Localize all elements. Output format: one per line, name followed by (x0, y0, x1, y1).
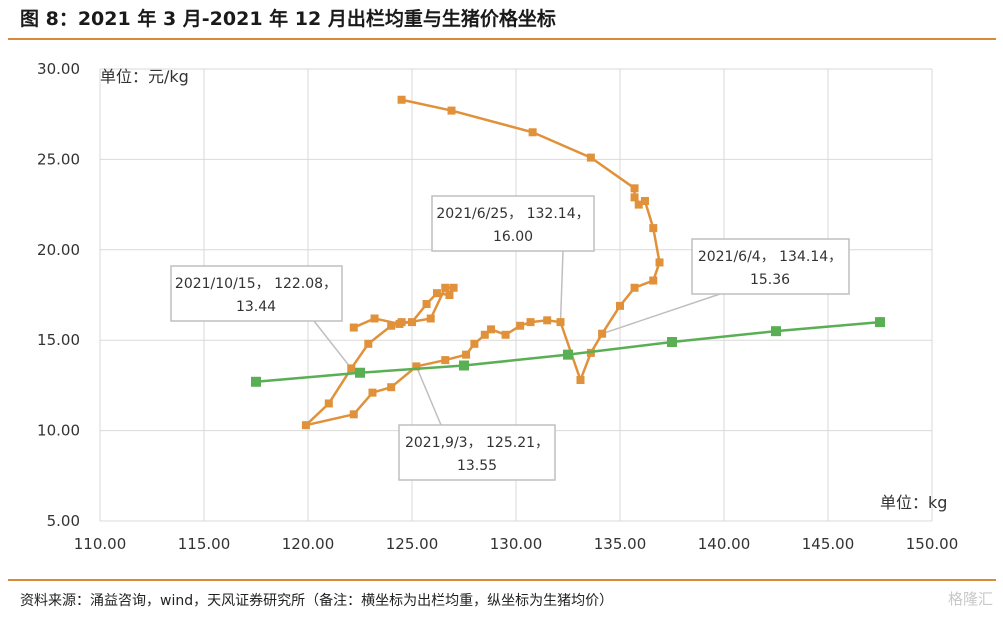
data-point (771, 326, 781, 337)
data-point (397, 95, 406, 104)
callout-box (431, 195, 595, 252)
y-tick-label: 20.00 (37, 241, 80, 259)
data-point (655, 258, 664, 267)
y-tick-label: 30.00 (37, 60, 80, 78)
series-line (304, 98, 661, 427)
data-point (355, 367, 365, 378)
source-note: 资料来源：涌益咨询，wind，天风证券研究所（备注：横坐标为出栏均重，纵坐标为生… (20, 593, 614, 609)
data-point (586, 153, 595, 162)
data-point (487, 325, 496, 334)
callout-boxes: 2021/6/25， 132.14， 16.00 2021/6/4， 134.14，… (170, 195, 850, 481)
data-point (387, 383, 396, 392)
data-point (667, 337, 677, 348)
data-point (395, 319, 404, 328)
y-tick-label: 5.00 (47, 512, 80, 530)
y-tick-label: 25.00 (37, 150, 80, 168)
data-point (459, 360, 469, 371)
callout-leader-line (559, 250, 564, 323)
x-tick-label: 125.00 (386, 535, 439, 553)
data-point (426, 314, 435, 323)
data-point (349, 410, 358, 419)
data-point (347, 364, 356, 373)
callout-box (398, 424, 556, 481)
callout-label: 2021/6/25， 132.14， (436, 206, 589, 222)
data-point (875, 317, 885, 328)
data-point (462, 350, 471, 359)
data-point (630, 283, 639, 292)
data-point (563, 349, 573, 360)
callout-box (170, 265, 343, 322)
x-tick-label: 130.00 (490, 535, 543, 553)
callout-label: 2021/6/4， 134.14， (698, 249, 842, 265)
callout-value: 15.36 (750, 272, 790, 288)
x-tick-label: 135.00 (594, 535, 647, 553)
callout-value: 13.44 (236, 299, 276, 315)
data-point (543, 316, 552, 325)
data-point (616, 301, 624, 310)
title-rule (8, 38, 996, 40)
y-tick-label: 15.00 (37, 331, 80, 349)
data-point (630, 184, 639, 193)
callout-leaders (313, 250, 721, 426)
data-point (412, 362, 421, 371)
data-point (408, 318, 416, 327)
data-point (449, 283, 458, 292)
x-tick-label: 145.00 (802, 535, 855, 553)
data-point (301, 421, 310, 430)
callout-label: 2021/10/15， 122.08， (175, 276, 337, 292)
callout-label: 2021,9/3， 125.21， (405, 435, 549, 451)
watermark-logo: 格隆汇 (947, 590, 993, 608)
data-point (556, 318, 565, 327)
data-point (480, 330, 489, 339)
x-axis-unit-label: 单位：kg (880, 493, 947, 512)
figure-title: 图 8：2021 年 3 月-2021 年 12 月出栏均重与生猪价格坐标 (20, 8, 556, 30)
x-tick-label: 120.00 (282, 535, 335, 553)
data-point (441, 283, 450, 292)
axis-ticks: 110.00 115.00 120.00 125.00 130.00 135.00 140.… (37, 60, 958, 553)
callout-value: 16.00 (493, 229, 533, 245)
x-tick-label: 115.00 (178, 535, 231, 553)
data-point (649, 224, 658, 233)
data-point (598, 329, 607, 338)
data-point (324, 399, 333, 408)
x-tick-label: 140.00 (698, 535, 751, 553)
data-point (364, 339, 373, 348)
data-point (432, 289, 441, 298)
data-point (387, 321, 396, 330)
data-point (526, 318, 535, 327)
data-point (251, 376, 261, 387)
data-point (368, 388, 377, 397)
source-rule (8, 579, 996, 581)
data-point (576, 375, 585, 384)
callout-leader-line (415, 366, 442, 426)
data-point (370, 314, 379, 323)
data-point (649, 276, 658, 285)
data-point (634, 200, 643, 209)
callout-value: 13.55 (457, 458, 497, 474)
data-point (349, 323, 358, 332)
callout-leader-line (601, 293, 721, 335)
x-tick-label: 150.00 (906, 535, 959, 553)
data-point (441, 356, 450, 365)
y-axis-unit-label: 单位：元/kg (100, 67, 189, 86)
y-tick-label: 10.00 (37, 422, 80, 440)
data-point (630, 193, 639, 202)
data-point (516, 321, 525, 330)
data-point (501, 330, 510, 339)
data-point (528, 128, 537, 137)
callout-leader-line (313, 320, 352, 369)
callout-box (691, 238, 850, 295)
series-layer (251, 95, 885, 430)
data-point (640, 196, 649, 205)
x-tick-label: 110.00 (74, 535, 127, 553)
data-point (445, 291, 454, 299)
data-point (422, 300, 431, 309)
data-point (447, 106, 456, 115)
data-point (470, 339, 479, 348)
